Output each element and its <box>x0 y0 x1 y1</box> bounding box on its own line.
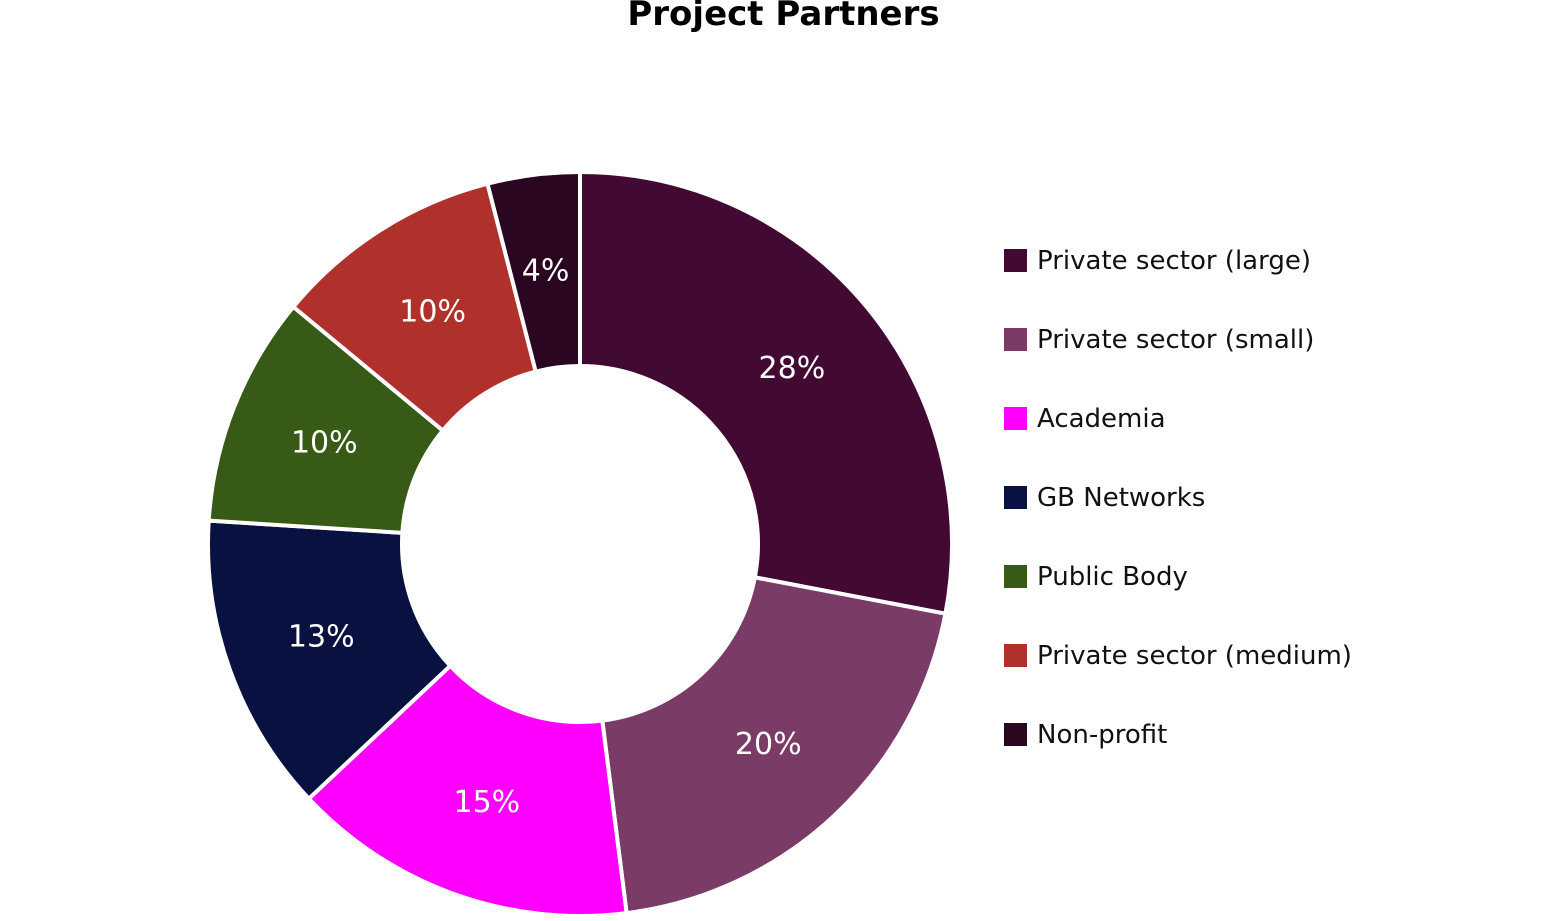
legend-label: Private sector (medium) <box>1037 640 1352 671</box>
legend-swatch <box>1004 249 1027 272</box>
legend-label: Private sector (large) <box>1037 245 1311 276</box>
legend-swatch <box>1004 486 1027 509</box>
legend-item: Academia <box>1004 399 1352 438</box>
slice-private-sector-small <box>600 575 948 916</box>
legend-label: Public Body <box>1037 561 1188 592</box>
legend-swatch <box>1004 644 1027 667</box>
slice-private-sector-large <box>578 170 954 616</box>
legend-item: GB Networks <box>1004 478 1352 517</box>
slice-label: 15% <box>454 785 521 820</box>
legend-swatch <box>1004 565 1027 588</box>
legend-item: Private sector (small) <box>1004 320 1352 359</box>
chart-title: Project Partners <box>627 0 940 34</box>
legend-item: Private sector (large) <box>1004 241 1352 280</box>
slice-label: 4% <box>522 254 570 289</box>
legend-swatch <box>1004 328 1027 351</box>
legend: Private sector (large) Private sector (sm… <box>1004 241 1352 794</box>
slice-academia <box>306 663 629 918</box>
slice-label: 28% <box>759 351 826 386</box>
slice-labels: 28% 20% 15% 13% 10% 10% 4% <box>288 254 825 821</box>
slice-label: 10% <box>399 294 466 329</box>
legend-item: Non-profit <box>1004 715 1352 754</box>
legend-label: Academia <box>1037 403 1166 434</box>
legend-label: Private sector (small) <box>1037 324 1315 355</box>
legend-swatch <box>1004 723 1027 746</box>
legend-swatch <box>1004 407 1027 430</box>
slice-non-profit <box>485 170 582 374</box>
slice-gb-networks <box>206 518 453 801</box>
slice-label: 20% <box>735 727 802 762</box>
legend-item: Public Body <box>1004 557 1352 596</box>
slice-label: 13% <box>288 620 355 655</box>
slice-label: 10% <box>291 425 358 460</box>
donut-slices <box>206 170 954 918</box>
legend-label: Non-profit <box>1037 719 1168 750</box>
legend-item: Private sector (medium) <box>1004 636 1352 675</box>
legend-label: GB Networks <box>1037 482 1206 513</box>
